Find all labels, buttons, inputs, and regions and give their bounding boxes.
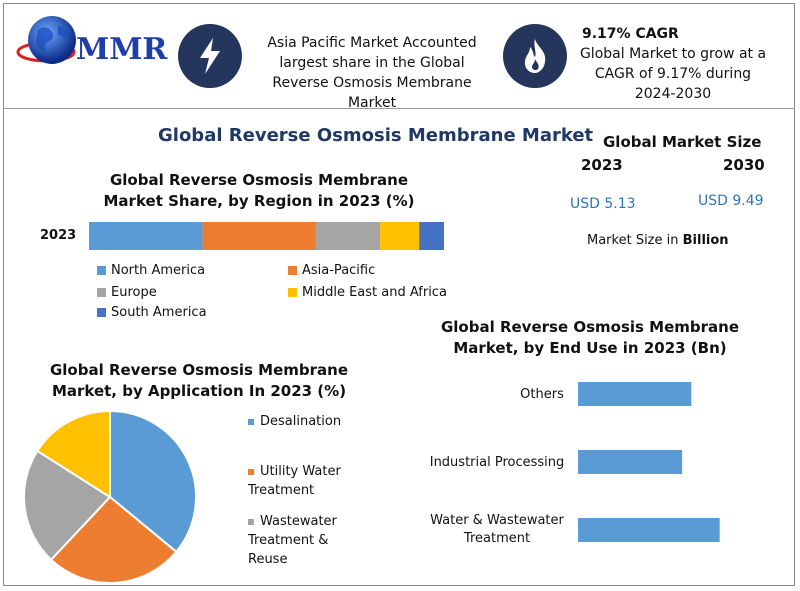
end-use-bar: [578, 518, 720, 542]
flame-icon: [503, 24, 567, 88]
pie-legend-desalination: Desalination: [248, 412, 358, 431]
cagr-text: Global Market to grow at a CAGR of 9.17%…: [579, 46, 767, 102]
legend-swatch: [97, 288, 106, 297]
legend-asia-pacific: Asia-Pacific: [288, 263, 375, 278]
stacked-bar-segment: [202, 222, 317, 250]
legend-label: Utility Water Treatment: [248, 464, 341, 498]
pie-slice: [23, 449, 112, 562]
end-use-chart-title: Global Reverse Osmosis Membrane Market, …: [440, 318, 740, 357]
legend-swatch: [288, 288, 297, 297]
legend-label: Asia-Pacific: [302, 263, 376, 278]
header-left-text: Asia Pacific Market Accounted largest sh…: [267, 35, 477, 111]
pie-legend-utility-water: Utility Water Treatment: [248, 462, 358, 500]
header-divider: [3, 108, 795, 109]
pie-legend-wastewater: Wastewater Treatment & Reuse: [248, 512, 358, 569]
legend-swatch: [97, 308, 106, 317]
legend-middle-east-africa: Middle East and Africa: [288, 285, 447, 300]
end-use-category-label: Industrial Processing: [429, 455, 565, 470]
stacked-bar-segment: [380, 222, 420, 250]
market-size-year-1: 2023: [581, 156, 623, 174]
market-size-value-2: USD 9.49: [698, 193, 764, 209]
logo-text: MMR: [76, 32, 168, 67]
region-stacked-bar-chart: [89, 222, 444, 250]
legend-label: Middle East and Africa: [302, 285, 447, 300]
application-pie-chart: [23, 409, 197, 584]
legend-swatch: [97, 266, 106, 275]
region-chart-category-label: 2023: [40, 228, 77, 243]
end-use-bar: [578, 450, 683, 474]
legend-dot: [248, 518, 254, 525]
end-use-category-label: Others: [520, 387, 564, 402]
market-size-unit-bold: Billion: [682, 233, 729, 248]
end-use-category-label: Water & Wastewater Treatment: [430, 513, 564, 546]
stacked-bar-segment: [89, 222, 203, 250]
main-title: Global Reverse Osmosis Membrane Market: [158, 125, 594, 146]
region-chart-title: Global Reverse Osmosis Membrane Market S…: [103, 171, 415, 210]
market-size-title: Global Market Size: [603, 133, 762, 151]
pie-slice: [109, 409, 197, 554]
pie-slice: [36, 409, 111, 499]
infographic-frame: [3, 3, 795, 586]
legend-swatch: [288, 266, 297, 275]
logo: MMR: [14, 12, 168, 74]
pie-slice: [49, 495, 178, 584]
cagr-title: 9.17% CAGR: [582, 26, 679, 42]
legend-dot: [248, 468, 254, 475]
stacked-bar-segment: [316, 222, 381, 250]
market-size-year-2: 2030: [723, 156, 765, 174]
stacked-bar-segment: [419, 222, 444, 250]
market-size-value-1: USD 5.13: [570, 196, 636, 212]
legend-label: Europe: [111, 285, 157, 300]
end-use-bar: [578, 382, 692, 406]
globe-icon: [16, 16, 76, 64]
legend-label: South America: [111, 305, 207, 320]
application-chart-title: Global Reverse Osmosis Membrane Market, …: [49, 361, 349, 400]
legend-europe: Europe: [97, 285, 157, 300]
legend-label: North America: [111, 263, 206, 278]
legend-south-america: South America: [97, 305, 207, 320]
legend-label: Wastewater Treatment & Reuse: [248, 514, 337, 567]
legend-label: Desalination: [260, 414, 342, 429]
legend-north-america: North America: [97, 263, 205, 278]
legend-dot: [248, 418, 254, 425]
market-size-unit-prefix: Market Size in: [587, 233, 683, 248]
lightning-icon: [178, 24, 242, 88]
market-size-unit: Market Size in Billion: [587, 233, 729, 248]
end-use-bar-chart: [578, 382, 720, 542]
